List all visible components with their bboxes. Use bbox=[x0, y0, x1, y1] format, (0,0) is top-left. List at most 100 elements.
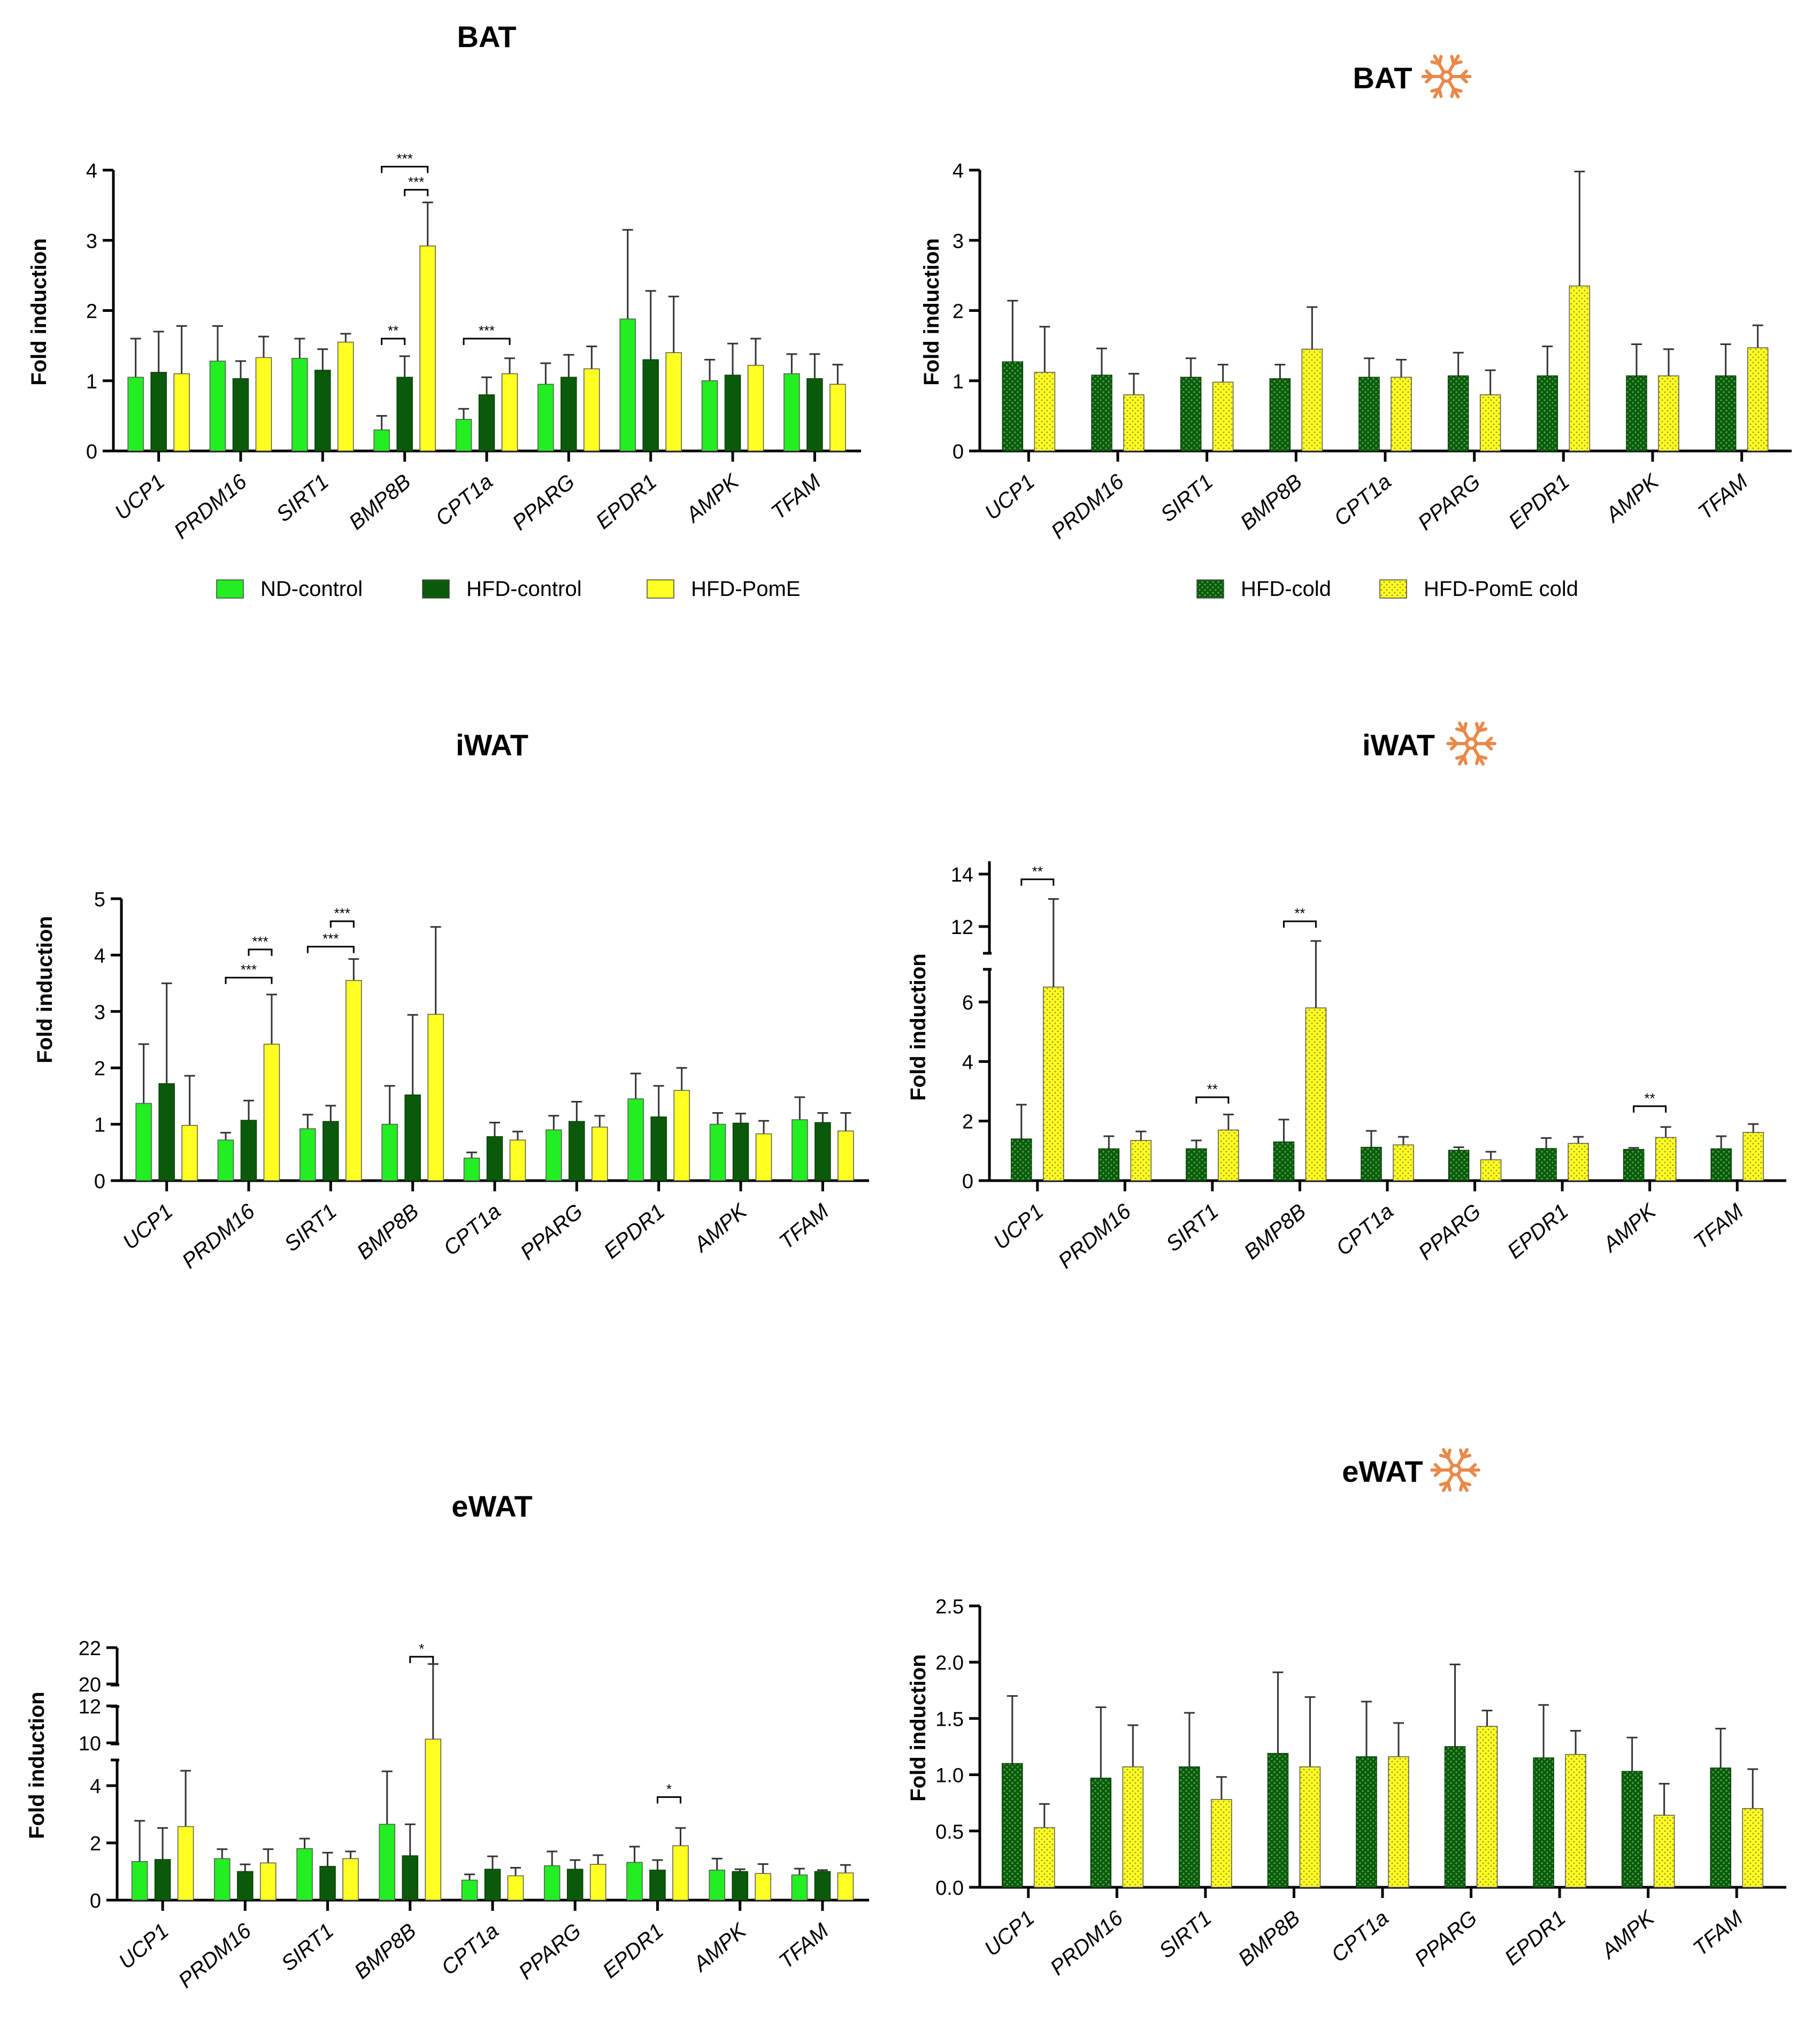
bar bbox=[154, 1859, 171, 1901]
legend-swatch bbox=[647, 579, 674, 599]
significance-label: ** bbox=[1645, 1090, 1655, 1106]
bar bbox=[814, 1871, 831, 1901]
y-tick-label: 0 bbox=[86, 441, 97, 463]
x-tick-label: EPDR1 bbox=[1503, 1199, 1572, 1263]
legend-swatch bbox=[216, 579, 244, 599]
bar bbox=[425, 1739, 442, 1901]
chart-ewat-cold: eWAT Fold induction 0.0 0.5 1.0 1.5 2.0 2.5 UCP1… bbox=[907, 1448, 1786, 1980]
bar bbox=[1710, 1148, 1732, 1181]
bar bbox=[396, 377, 413, 451]
x-tick-label: PPARG bbox=[514, 1919, 586, 1984]
y-tick-label: 0 bbox=[94, 1170, 105, 1193]
y-tick-label: 1 bbox=[94, 1114, 105, 1137]
significance-label: * bbox=[666, 1781, 672, 1797]
bar bbox=[296, 1848, 313, 1901]
x-tick-label: EPDR1 bbox=[600, 1199, 669, 1263]
bar bbox=[537, 384, 554, 451]
x-tick-label: SIRT1 bbox=[277, 1919, 339, 1976]
chart-title: iWAT bbox=[456, 728, 528, 762]
y-axis-label: Fold induction bbox=[907, 1654, 930, 1802]
x-tick-label: TFAM bbox=[767, 470, 826, 524]
y-tick-label: 14 bbox=[951, 864, 973, 886]
x-tick-label: BMP8B bbox=[344, 470, 415, 534]
bar bbox=[373, 429, 390, 451]
bar bbox=[181, 1124, 198, 1181]
x-tick-label: TFAM bbox=[1690, 1199, 1748, 1254]
y-tick-label: 2.0 bbox=[935, 1652, 964, 1674]
bar bbox=[1273, 1141, 1295, 1181]
bar bbox=[135, 1103, 152, 1181]
significance-bracket bbox=[1020, 878, 1055, 886]
bar bbox=[501, 373, 518, 451]
bar bbox=[173, 373, 190, 451]
y-tick-label: 1 bbox=[86, 371, 97, 393]
significance-bracket bbox=[248, 948, 273, 956]
bar bbox=[1715, 375, 1737, 451]
chart-title: iWAT bbox=[1362, 728, 1435, 762]
bar bbox=[592, 1127, 608, 1181]
y-axis-label: Fold induction bbox=[27, 238, 51, 386]
x-tick-label: CPT1a bbox=[439, 1199, 505, 1260]
bar bbox=[1388, 1756, 1409, 1888]
bar bbox=[732, 1122, 749, 1181]
bar bbox=[1180, 377, 1202, 451]
significance-label: *** bbox=[408, 174, 424, 190]
legend-label: HFD-PomE bbox=[691, 577, 800, 601]
x-tick-label: CPT1a bbox=[1332, 1199, 1398, 1260]
y-tick-label: 12 bbox=[79, 1696, 101, 1718]
bar bbox=[322, 1121, 339, 1181]
bar bbox=[724, 374, 741, 451]
x-tick-label: UCP1 bbox=[110, 470, 169, 524]
x-tick-label: SIRT1 bbox=[1162, 1199, 1223, 1256]
x-tick-label: CPT1a bbox=[1330, 470, 1396, 531]
bar bbox=[455, 419, 472, 451]
bar bbox=[427, 1014, 444, 1181]
bar bbox=[1305, 1007, 1327, 1181]
x-tick-label: PRDM16 bbox=[1046, 1906, 1128, 1980]
bar bbox=[300, 1128, 316, 1181]
chart-iwat: iWAT Fold induction 0 1 2 3 4 5 UCP1 PRDM16 SIRT1 B… bbox=[33, 728, 869, 1273]
bar bbox=[342, 1858, 359, 1901]
bar bbox=[214, 1858, 231, 1901]
significance-bracket bbox=[329, 920, 355, 928]
significance-bracket bbox=[1283, 920, 1317, 928]
bar bbox=[1043, 986, 1064, 1181]
y-tick-label: 4 bbox=[94, 945, 105, 967]
x-tick-label: BMP8B bbox=[1234, 1906, 1304, 1971]
bar bbox=[1002, 361, 1024, 451]
bar bbox=[1476, 1726, 1498, 1888]
bar bbox=[1356, 1756, 1377, 1888]
legend-swatch bbox=[1196, 579, 1224, 599]
bar bbox=[709, 1123, 726, 1181]
bar bbox=[260, 1862, 277, 1901]
chart-bat-cold: BAT Fold induction 0 1 2 3 4 UCP1 PRDM16 SIRT1 BMP… bbox=[920, 54, 1792, 544]
bar bbox=[1448, 1150, 1470, 1181]
bar bbox=[381, 1123, 398, 1181]
significance-label: ** bbox=[1207, 1081, 1218, 1097]
x-tick-label: PRDM16 bbox=[174, 1919, 256, 1993]
y-tick-label: 1 bbox=[953, 371, 964, 393]
bar bbox=[838, 1130, 854, 1181]
y-axis-label: Fold induction bbox=[907, 953, 930, 1101]
x-tick-label: TFAM bbox=[1689, 1906, 1748, 1961]
bar bbox=[217, 1139, 234, 1181]
x-tick-label: BMP8B bbox=[352, 1199, 423, 1264]
bar bbox=[566, 1869, 583, 1901]
bar bbox=[1034, 1827, 1055, 1888]
bar bbox=[150, 372, 167, 451]
bar bbox=[127, 377, 144, 451]
y-tick-label: 4 bbox=[953, 160, 964, 182]
bar bbox=[1479, 394, 1501, 451]
bar bbox=[619, 318, 636, 451]
y-tick-label: 4 bbox=[86, 160, 97, 182]
bar bbox=[626, 1862, 643, 1901]
x-tick-label: UCP1 bbox=[989, 1199, 1048, 1254]
bar bbox=[1034, 372, 1056, 451]
legend-left: ND-control HFD-control HFD-PomE bbox=[216, 577, 800, 601]
y-tick-label: 3 bbox=[953, 230, 964, 252]
significance-label: *** bbox=[322, 931, 339, 947]
bar bbox=[755, 1133, 772, 1181]
y-tick-label: 22 bbox=[79, 1637, 101, 1660]
significance-bracket bbox=[409, 1656, 434, 1663]
bar bbox=[1090, 1778, 1112, 1888]
